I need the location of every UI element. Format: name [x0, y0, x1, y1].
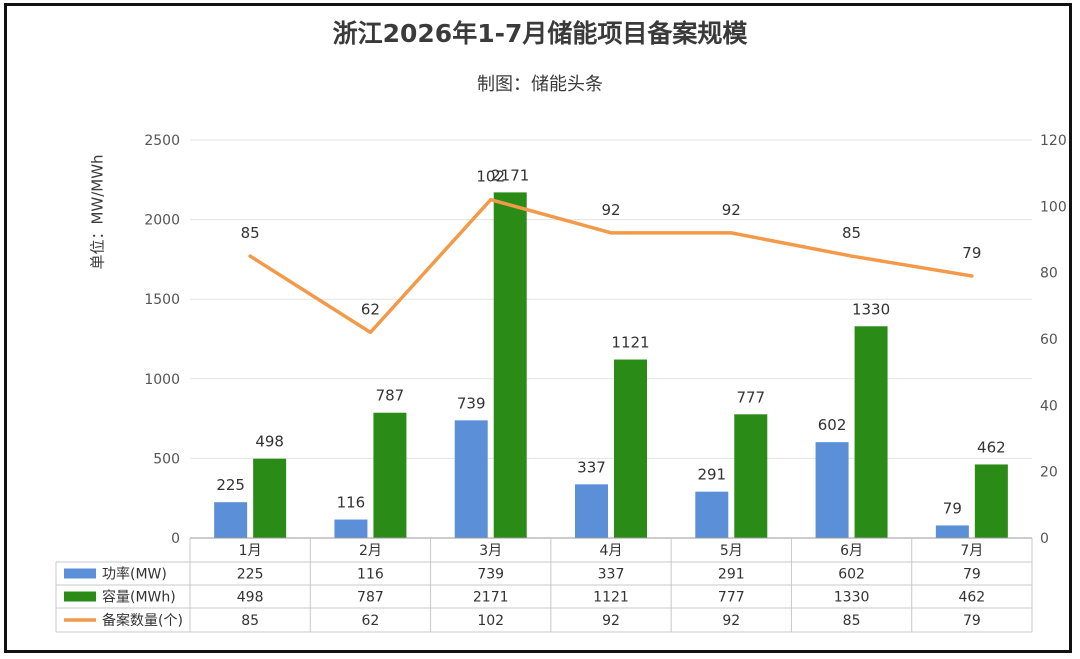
- data-label-count: 62: [361, 300, 380, 318]
- x-tick-label: 5月: [720, 543, 743, 559]
- y-left-tick-label: 0: [171, 531, 180, 547]
- y-right-tick-label: 40: [1040, 398, 1058, 414]
- bar-capacity: [854, 326, 888, 538]
- data-label-power: 337: [577, 458, 606, 476]
- data-label-power: 739: [457, 394, 486, 412]
- data-label-capacity: 777: [736, 388, 765, 406]
- chart-frame: [4, 3, 1072, 653]
- table-cell: 92: [602, 613, 620, 629]
- bar-capacity: [614, 359, 647, 538]
- y-left-tick-label: 1000: [144, 372, 180, 388]
- bar-capacity: [493, 192, 527, 538]
- table-cell: 1121: [593, 590, 629, 606]
- y-right-tick-label: 20: [1040, 465, 1058, 481]
- bar-power: [454, 420, 488, 538]
- data-label-capacity: 787: [376, 387, 405, 405]
- data-label-power: 116: [337, 494, 366, 512]
- data-label-capacity: 1121: [611, 334, 649, 352]
- table-cell: 79: [963, 613, 981, 629]
- table-cell: 602: [838, 567, 865, 583]
- y-right-tick-label: 60: [1040, 332, 1058, 348]
- data-label-capacity: 2171: [491, 166, 529, 184]
- bar-capacity: [974, 464, 1008, 538]
- bar-power: [575, 484, 608, 538]
- legend-series-name: 功率(MW): [102, 566, 167, 583]
- data-label-capacity: 462: [977, 438, 1006, 456]
- line-count: [248, 197, 974, 335]
- table-cell: 85: [843, 613, 861, 629]
- data-label-count: 85: [842, 224, 861, 242]
- y-right-tick-label: 0: [1040, 531, 1049, 547]
- legend-series-name: 备案数量(个): [102, 612, 183, 629]
- data-label-power: 225: [216, 476, 245, 494]
- bar-capacity: [734, 414, 768, 538]
- table-cell: 739: [477, 567, 504, 583]
- data-label-count: 92: [722, 201, 741, 219]
- y-left-tick-label: 1500: [144, 292, 180, 308]
- table-cell: 462: [958, 590, 985, 606]
- bar-power: [214, 502, 248, 538]
- bar-power: [815, 442, 849, 538]
- y-right-tick-label: 120: [1040, 133, 1067, 149]
- table-cell: 62: [362, 613, 380, 629]
- data-label-count: 85: [241, 224, 260, 242]
- table-cell: 225: [237, 567, 264, 583]
- table-cell: 102: [477, 613, 504, 629]
- bar-power: [935, 525, 969, 538]
- chart-subtitle: 制图：储能头条: [477, 74, 603, 95]
- table-cell: 291: [718, 567, 745, 583]
- y-left-tick-label: 2500: [144, 133, 180, 149]
- bar-capacity: [373, 412, 407, 538]
- x-tick-label: 7月: [960, 543, 983, 559]
- table-cell: 92: [722, 613, 740, 629]
- table-cell: 79: [963, 567, 981, 583]
- x-tick-label: 2月: [359, 543, 382, 559]
- data-label-count: 92: [601, 201, 620, 219]
- chart-title: 浙江2026年1-7月储能项目备案规模: [332, 19, 748, 48]
- x-tick-label: 4月: [600, 543, 623, 559]
- data-label-power: 291: [697, 466, 726, 484]
- y-left-tick-label: 500: [153, 451, 180, 467]
- table-cell: 1330: [834, 590, 870, 606]
- bar-power: [695, 491, 729, 538]
- data-label-power: 602: [818, 416, 847, 434]
- data-label-capacity: 1330: [852, 300, 890, 318]
- y-right-tick-label: 100: [1040, 199, 1067, 215]
- data-label-power: 79: [943, 499, 962, 517]
- table-cell: 85: [241, 613, 259, 629]
- table-cell: 337: [598, 567, 625, 583]
- legend-key-power: [64, 568, 96, 579]
- y-right-tick-label: 80: [1040, 266, 1058, 282]
- table-cell: 116: [357, 567, 384, 583]
- x-tick-label: 6月: [840, 543, 863, 559]
- legend-series-name: 容量(MWh): [102, 589, 176, 606]
- table-cell: 498: [237, 590, 264, 606]
- y-left-tick-label: 2000: [144, 213, 180, 229]
- bar-power: [334, 519, 368, 538]
- x-tick-label: 1月: [239, 543, 262, 559]
- table-cell: 777: [718, 590, 745, 606]
- table-cell: 787: [357, 590, 384, 606]
- data-label-count: 79: [962, 244, 981, 262]
- data-label-count: 102: [476, 168, 505, 186]
- legend-key-capacity: [64, 591, 96, 602]
- table-cell: 2171: [473, 590, 509, 606]
- bar-capacity: [253, 458, 287, 538]
- x-tick-label: 3月: [479, 543, 502, 559]
- data-label-capacity: 498: [255, 433, 284, 451]
